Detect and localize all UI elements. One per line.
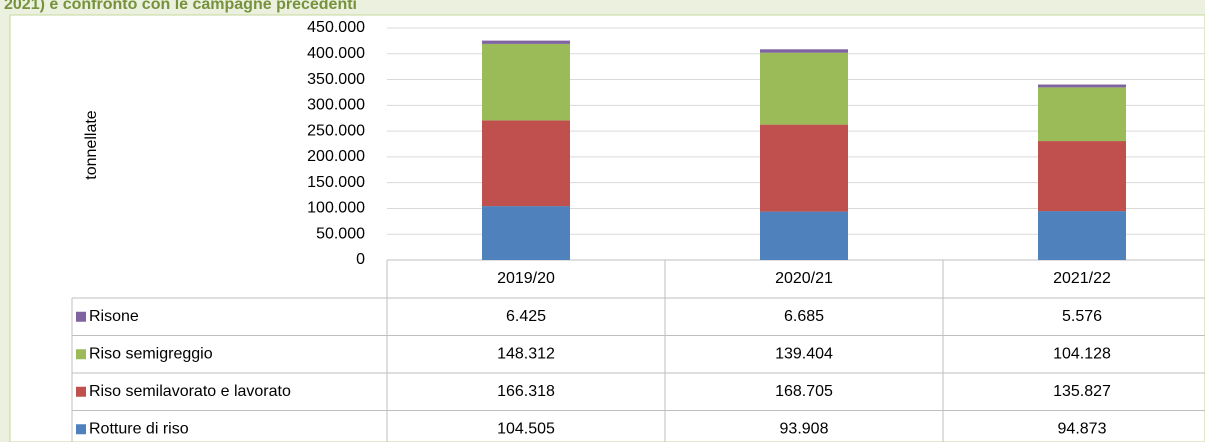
data-label: 93.908 [780,420,829,437]
bar-segment [1038,211,1126,260]
legend-swatch [76,311,86,322]
y-tick-label: 350.000 [307,71,365,88]
bar-segment [760,52,848,125]
chart-area [9,14,1205,442]
bar-segment [482,120,570,207]
bar-segment [760,49,848,53]
y-tick-label: 150.000 [307,174,365,191]
y-tick-label: 0 [356,251,365,268]
data-label: 139.404 [775,345,833,362]
data-label: 94.873 [1058,420,1107,437]
data-label: 148.312 [497,345,555,362]
bar-segment [760,211,848,260]
y-tick-label: 200.000 [307,148,365,165]
data-label: 104.128 [1053,345,1111,362]
bar-segment [1038,87,1126,142]
data-label: 5.576 [1062,308,1102,325]
y-tick-label: 50.000 [316,225,365,242]
bar-segment [1038,84,1126,88]
bar-segment [760,124,848,212]
legend-label: Riso semigreggio [89,345,213,362]
x-tick-label: 2019/20 [497,270,555,287]
legend-label: Risone [89,308,139,325]
legend-swatch [76,349,86,360]
x-tick-label: 2021/22 [1053,270,1111,287]
legend-swatch [76,386,86,397]
y-tick-label: 250.000 [307,122,365,139]
chart-title: 2021) e confronto con le campagne preced… [4,0,357,13]
legend-label: Riso semilavorato e lavorato [89,383,291,400]
bar-segment [1038,141,1126,212]
bar-segment [482,43,570,121]
y-tick-label: 100.000 [307,200,365,217]
data-label: 6.685 [784,308,824,325]
bar-segment [482,40,570,44]
legend-label: Rotture di riso [89,420,189,437]
data-label: 104.505 [497,420,555,437]
data-label: 168.705 [775,383,833,400]
data-label: 166.318 [497,383,555,400]
y-tick-label: 400.000 [307,45,365,62]
y-tick-label: 300.000 [307,97,365,114]
data-label: 135.827 [1053,383,1111,400]
bar-segment [482,206,570,260]
y-axis-label: tonnellate [83,110,100,179]
x-tick-label: 2020/21 [775,270,833,287]
y-tick-label: 450.000 [307,19,365,36]
data-label: 6.425 [506,308,546,325]
legend-swatch [76,424,86,435]
